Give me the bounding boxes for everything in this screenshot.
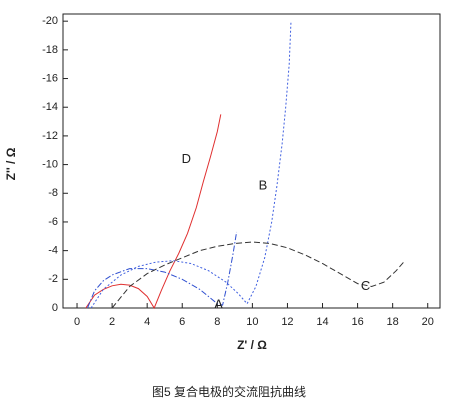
y-tick-label: -10 xyxy=(42,158,58,170)
x-tick-label: 16 xyxy=(351,316,363,328)
y-tick-label: -14 xyxy=(42,101,58,113)
curve-label: D xyxy=(182,151,191,166)
x-axis-title: Z' / Ω xyxy=(237,338,267,352)
x-tick-label: 8 xyxy=(214,316,220,328)
y-tick-label: -2 xyxy=(48,273,58,285)
x-tick-label: 10 xyxy=(246,316,258,328)
y-tick-label: -20 xyxy=(42,15,58,27)
curve-label: A xyxy=(214,297,223,312)
curve-label: B xyxy=(259,178,268,193)
y-tick-label: -8 xyxy=(48,187,58,199)
curve xyxy=(87,231,238,309)
x-tick-label: 0 xyxy=(74,316,80,328)
curve-label: C xyxy=(361,278,370,293)
x-tick-label: 4 xyxy=(144,316,150,328)
plot-frame xyxy=(62,13,441,309)
curve xyxy=(85,114,222,310)
y-tick-label: -6 xyxy=(48,216,58,228)
y-tick-label: -12 xyxy=(42,130,58,142)
x-tick-label: 14 xyxy=(316,316,328,328)
x-tick-label: 12 xyxy=(281,316,293,328)
y-tick-label: 0 xyxy=(52,302,58,314)
curve xyxy=(111,241,406,309)
y-tick-label: -18 xyxy=(42,44,58,56)
x-tick-label: 6 xyxy=(179,316,185,328)
x-tick-label: 18 xyxy=(387,316,399,328)
x-tick-label: 20 xyxy=(422,316,434,328)
x-tick-label: 2 xyxy=(109,316,115,328)
y-tick-label: -16 xyxy=(42,72,58,84)
caption: 图5 复合电极的交流阻抗曲线 xyxy=(152,384,306,399)
y-tick-label: -4 xyxy=(48,245,58,257)
y-axis-title: Z'' / Ω xyxy=(4,147,18,180)
curve xyxy=(90,21,292,309)
